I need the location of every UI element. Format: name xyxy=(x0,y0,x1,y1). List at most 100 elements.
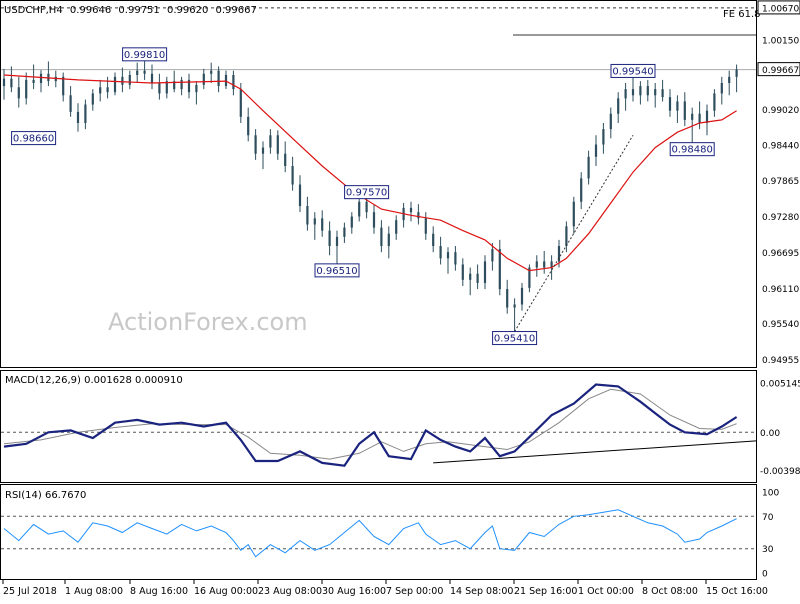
open-value: 0.99646 xyxy=(70,5,111,16)
candle-body xyxy=(646,86,649,96)
price-tick-label: 0.97280 xyxy=(762,213,799,223)
rsi-tick-label: 100 xyxy=(762,489,779,499)
low-value: 0.99620 xyxy=(167,5,208,16)
candle-body xyxy=(483,261,487,283)
candle-body xyxy=(69,95,72,112)
candle-body xyxy=(543,261,546,268)
candle-body xyxy=(520,287,524,305)
candle-body xyxy=(691,113,694,120)
annotation-label: 0.98660 xyxy=(13,134,54,145)
macd-tick-label: 0.00 xyxy=(760,429,780,439)
candle-body xyxy=(232,74,235,90)
price-annotation: 0.95410 xyxy=(492,331,538,346)
price-tick-label: 0.99667 xyxy=(762,66,799,76)
candle-body xyxy=(358,201,361,217)
candle-body xyxy=(572,201,575,227)
chart-header: USDCHF,H4 0.99646 0.99751 0.99620 0.9966… xyxy=(4,5,257,16)
candle-body xyxy=(639,86,642,96)
price-tick-label: 0.94955 xyxy=(762,356,799,366)
rsi-tick-label: 70 xyxy=(762,513,774,523)
candle-body xyxy=(720,82,723,94)
annotation-label: 0.96510 xyxy=(316,266,357,277)
candle-body xyxy=(269,135,272,148)
candle-body xyxy=(62,76,65,96)
price-tick-label: 0.98440 xyxy=(762,142,799,152)
price-tick-label: 0.97865 xyxy=(762,177,799,187)
price-tick-label: 1.00670 xyxy=(762,4,799,14)
candle-body xyxy=(594,144,598,157)
candle-body xyxy=(654,89,657,96)
candle-body xyxy=(565,226,568,247)
candle-body xyxy=(705,110,709,123)
candle-body xyxy=(210,70,213,74)
candle-body xyxy=(735,69,738,77)
macd-layer: 0.005145 0.00 -0.003989 xyxy=(1,380,800,477)
candle-body xyxy=(365,201,368,213)
candle-body xyxy=(343,227,346,237)
candle-body xyxy=(424,218,427,234)
close-value: 0.99667 xyxy=(216,5,257,16)
candle-body xyxy=(121,76,124,85)
annotation-label: 0.99810 xyxy=(124,50,165,61)
annotation-box xyxy=(610,63,656,78)
candle-body xyxy=(461,264,464,280)
candle-body xyxy=(513,304,516,308)
candle-body xyxy=(247,116,250,136)
macd-trend-line xyxy=(433,440,757,464)
price-axis: 1.00670 1.00150 0.99667 0.99020 0.98440 0.978… xyxy=(757,0,800,366)
candle-body xyxy=(180,79,183,90)
price-tick-label: 0.99020 xyxy=(762,106,799,116)
candle-body xyxy=(432,233,435,247)
candle-body xyxy=(128,74,131,85)
candle-body xyxy=(661,89,664,98)
candle-body xyxy=(150,73,154,83)
x-tick-label: 14 Sep 08:00 xyxy=(450,586,513,597)
candle-body xyxy=(173,81,176,90)
annotation-label: 0.99540 xyxy=(612,66,653,77)
annotation-box xyxy=(314,263,360,278)
candle-body xyxy=(91,93,94,105)
macd-tick-label: 0.005145 xyxy=(760,380,800,390)
candle-body xyxy=(372,212,376,228)
candle-body xyxy=(84,104,87,123)
price-layer: 0.98660 0.99810 0.96510 0.97570 0.95410 0.995… xyxy=(1,7,756,346)
candle-body xyxy=(2,78,6,87)
candle-body xyxy=(587,156,590,179)
candle-body xyxy=(580,178,583,202)
rsi-layer: 100 70 30 0 xyxy=(1,489,779,580)
candle-body xyxy=(350,216,353,228)
candle-body xyxy=(25,79,28,99)
price-tick-label: 1.00150 xyxy=(762,36,799,46)
candle-body xyxy=(446,252,450,259)
candle-body xyxy=(217,70,220,87)
rsi-tick-label: 0 xyxy=(762,570,768,580)
fe-label: FE 61.8 xyxy=(723,9,761,20)
candle-body xyxy=(550,261,553,268)
candle-body xyxy=(321,218,324,231)
candle-body xyxy=(528,267,531,288)
candle-body xyxy=(136,70,139,75)
price-annotation: 0.96510 xyxy=(314,263,360,278)
candle-body xyxy=(99,87,102,94)
candle-body xyxy=(683,101,686,120)
candle-body xyxy=(106,87,109,93)
price-annotation: 0.97570 xyxy=(344,185,390,200)
annotation-box xyxy=(11,131,57,146)
candle-body xyxy=(313,218,316,225)
x-tick-label: 8 Oct 08:00 xyxy=(642,586,698,597)
candle-body xyxy=(506,289,509,308)
candle-body xyxy=(335,236,339,247)
candle-body xyxy=(713,93,716,111)
x-tick-label: 25 Jul 2018 xyxy=(3,586,57,597)
price-annotation: 0.98660 xyxy=(11,131,57,146)
candle-body xyxy=(624,89,627,99)
annotation-label: 0.98480 xyxy=(672,145,713,156)
candle-body xyxy=(298,184,302,207)
x-tick-label: 1 Aug 08:00 xyxy=(65,586,123,597)
macd-line xyxy=(3,383,738,467)
candle-body xyxy=(617,98,620,114)
candle-body xyxy=(202,73,205,85)
annotation-box xyxy=(344,185,390,200)
candle-body xyxy=(602,129,605,145)
